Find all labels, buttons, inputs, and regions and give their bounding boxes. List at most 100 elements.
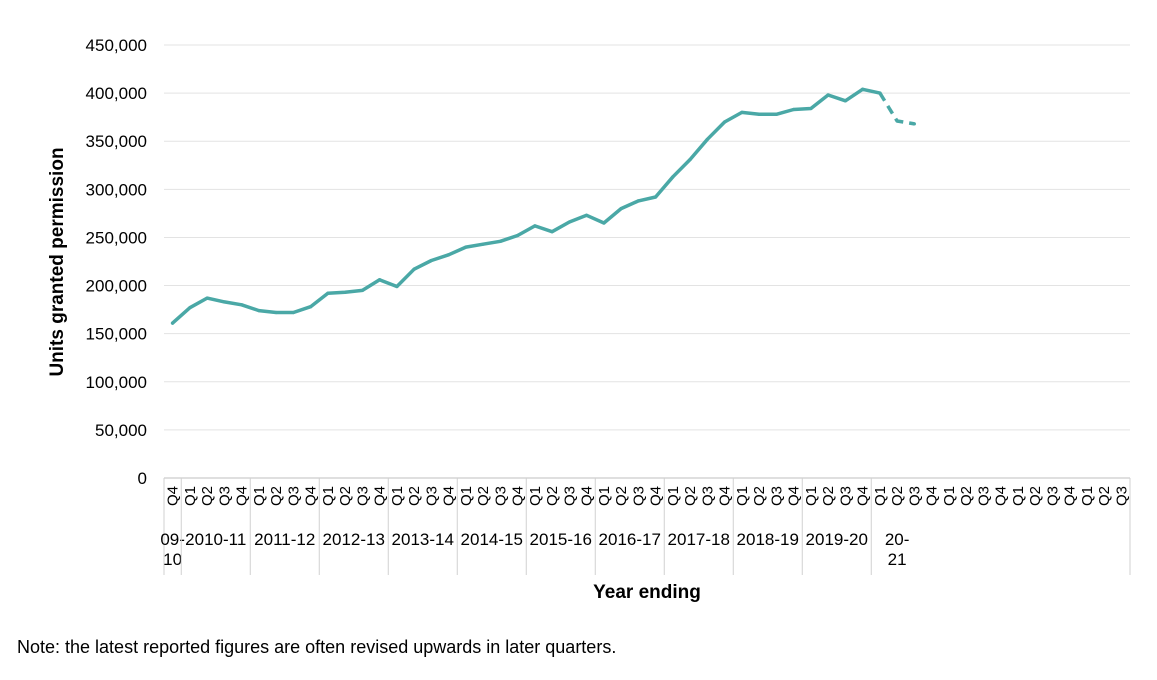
data-point (774, 112, 778, 116)
data-point (481, 242, 485, 246)
data-point (326, 291, 330, 295)
year-label: 2019-20 (806, 530, 868, 549)
x-tick-label: Q4 (372, 486, 389, 506)
data-point (757, 112, 761, 116)
data-point (912, 122, 916, 126)
data-point (309, 305, 313, 309)
x-tick-label: Q4 (165, 486, 182, 506)
x-axis: Q4 Q1 Q2 Q3 Q4 Q1 Q2 Q3 Q4 Q1 Q2 Q3 Q4 Q1 Q2 Q3 Q4 Q1 Q2 Q3… (160, 477, 1131, 575)
x-tick-label: Q2 (889, 486, 906, 506)
y-tick-label: 400,000 (86, 84, 147, 103)
data-point (740, 110, 744, 114)
x-tick-label: Q2 (199, 486, 216, 506)
x-tick-label: Q1 (872, 486, 889, 506)
data-point (705, 137, 709, 141)
data-point (878, 91, 882, 95)
data-point (533, 224, 537, 228)
data-point (498, 239, 502, 243)
x-tick-label: Q3 (354, 486, 371, 506)
x-tick-label: Q1 (596, 486, 613, 506)
data-point (516, 233, 520, 238)
x-tick-label: Q4 (786, 486, 803, 506)
year-label: 2015-16 (530, 530, 592, 549)
x-tick-label: Q1 (527, 486, 544, 506)
x-tick-label: Q3 (1113, 486, 1130, 506)
data-point (343, 290, 347, 294)
x-tick-label: Q2 (682, 486, 699, 506)
data-point (861, 87, 865, 91)
x-tick-label: Q1 (734, 486, 751, 506)
data-point (636, 199, 640, 203)
data-point (447, 253, 451, 257)
data-point (188, 306, 192, 310)
x-tick-label: Q1 (458, 486, 475, 506)
x-tick-label: Q4 (510, 486, 527, 506)
data-point (602, 221, 606, 225)
y-tick-label: 200,000 (86, 277, 147, 296)
x-tick-label: Q2 (337, 486, 354, 506)
x-tick-label: Q4 (993, 486, 1010, 506)
data-point (567, 220, 571, 224)
data-point (222, 300, 226, 304)
data-point (826, 93, 830, 97)
x-tick-label: Q2 (613, 486, 630, 506)
x-tick-label: Q3 (216, 486, 233, 506)
data-point (171, 321, 175, 325)
data-point (257, 308, 261, 313)
y-tick-label: 150,000 (86, 325, 147, 344)
y-tick-label: 50,000 (95, 421, 147, 440)
year-label: 2017-18 (668, 530, 730, 549)
series-line (170, 87, 882, 325)
y-tick-label: 350,000 (86, 132, 147, 151)
data-point (723, 120, 727, 124)
x-tick-label: Q2 (751, 486, 768, 506)
data-point (240, 303, 244, 307)
x-tick-label: Q4 (234, 486, 251, 506)
x-tick-label: Q2 (268, 486, 285, 506)
year-label: 2018-19 (737, 530, 799, 549)
data-point (585, 213, 589, 217)
y-tick-label: 0 (138, 469, 147, 488)
data-point (412, 267, 416, 271)
data-point (619, 206, 623, 211)
x-tick-label: Q4 (648, 486, 665, 506)
x-tick-label: Q2 (1096, 486, 1113, 506)
data-point (378, 278, 382, 282)
data-point (205, 296, 209, 300)
data-point (809, 106, 813, 111)
x-tick-label: Q4 (1062, 486, 1079, 506)
x-tick-label: Q1 (1079, 486, 1096, 506)
y-tick-label: 450,000 (86, 36, 147, 55)
y-axis-tick-labels: 0 50,000 100,000 150,000 200,000 250,000 300,0… (86, 36, 147, 488)
x-tick-label: Q4 (855, 486, 872, 506)
x-tick-label: Q1 (389, 486, 406, 506)
chart-note: Note: the latest reported figures are of… (17, 637, 617, 657)
year-label: 2012-13 (323, 530, 385, 549)
data-point (291, 310, 295, 315)
line-chart: 0 50,000 100,000 150,000 200,000 250,000 300,0… (47, 36, 1131, 603)
year-label: 2014-15 (461, 530, 523, 549)
data-point (550, 230, 554, 234)
year-label: 10 (163, 550, 182, 569)
year-label: 2013-14 (392, 530, 454, 549)
x-tick-label: Q2 (406, 486, 423, 506)
x-tick-label: Q3 (906, 486, 923, 506)
data-point (654, 195, 658, 199)
x-tick-label: Q4 (717, 486, 734, 506)
y-tick-label: 300,000 (86, 180, 147, 199)
x-tick-label: Q4 (303, 486, 320, 506)
data-point (792, 107, 796, 112)
x-tick-label: Q3 (768, 486, 785, 506)
x-tick-label: Q3 (699, 486, 716, 506)
x-tick-label: Q3 (1044, 486, 1061, 506)
y-tick-label: 100,000 (86, 373, 147, 392)
data-point (688, 157, 692, 162)
y-tick-label: 250,000 (86, 228, 147, 247)
x-tick-label: Q2 (820, 486, 837, 506)
data-point (895, 119, 899, 123)
x-tick-label: Q3 (285, 486, 302, 506)
series-line-provisional (878, 92, 915, 126)
year-label: 21 (888, 550, 907, 569)
x-tick-label: Q3 (492, 486, 509, 506)
x-tick-label: Q3 (975, 486, 992, 506)
